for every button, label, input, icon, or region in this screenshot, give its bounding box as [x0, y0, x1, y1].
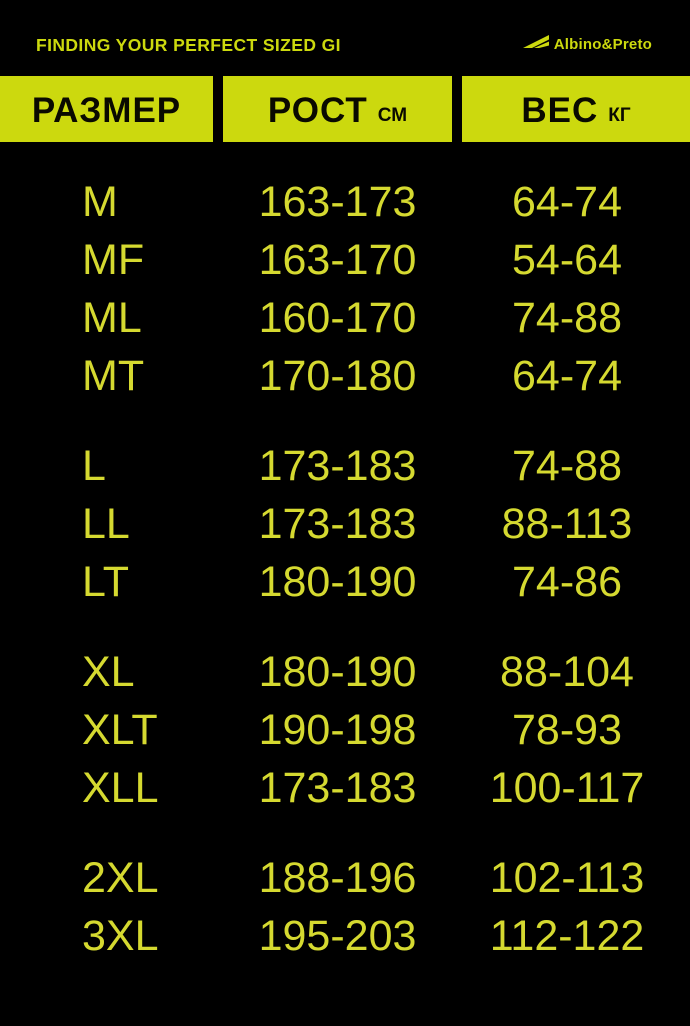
size-cell: 3XL — [82, 912, 159, 960]
weight-cell: 102-113 — [489, 854, 645, 902]
table-row: XLL 173-183 100-117 — [0, 759, 690, 817]
height-cell: 190-198 — [258, 706, 417, 754]
size-cell: M — [82, 178, 118, 226]
height-cell: 180-190 — [258, 558, 417, 606]
column-header-height-label: РОСТ — [267, 90, 368, 130]
table-row: 2XL 188-196 102-113 — [0, 849, 690, 907]
column-header-height: РОСТ СМ — [223, 76, 452, 142]
page-title: FINDING YOUR PERFECT SIZED GI — [36, 34, 341, 55]
size-group: 2XL 188-196 102-113 3XL 195-203 112-122 — [0, 849, 690, 965]
table-row: XL 180-190 88-104 — [0, 643, 690, 701]
size-group: XL 180-190 88-104 XLT 190-198 78-93 XLL 173-183… — [0, 643, 690, 817]
weight-cell: 54-64 — [512, 236, 622, 284]
column-header-height-unit: СМ — [377, 104, 408, 126]
weight-cell: 88-104 — [500, 648, 634, 696]
height-cell: 170-180 — [258, 352, 417, 400]
weight-cell: 78-93 — [512, 706, 622, 754]
size-cell: XLT — [82, 706, 158, 754]
size-cell: MT — [82, 352, 145, 400]
column-header-size-label: РАЗМЕР — [31, 90, 182, 130]
table-row: MT 170-180 64-74 — [0, 347, 690, 405]
height-cell: 188-196 — [258, 854, 417, 902]
size-group: M 163-173 64-74 MF 163-170 54-64 ML 160-170 74-8… — [0, 173, 690, 405]
height-cell: 163-173 — [258, 178, 417, 226]
table-row: M 163-173 64-74 — [0, 173, 690, 231]
size-table-body: M 163-173 64-74 MF 163-170 54-64 ML 160-170 74-8… — [0, 142, 690, 965]
column-header-weight-unit: КГ — [608, 104, 631, 126]
weight-cell: 74-86 — [512, 558, 622, 606]
column-header-size: РАЗМЕР — [0, 76, 213, 142]
weight-cell: 88-113 — [501, 500, 633, 548]
height-cell: 180-190 — [258, 648, 417, 696]
brand-name: Albino&Preto — [553, 35, 652, 53]
size-cell: XL — [82, 648, 135, 696]
column-header-weight-label: ВЕС — [521, 90, 599, 130]
size-group: L 173-183 74-88 LL 173-183 88-113 LT 180-190 74-… — [0, 437, 690, 611]
table-row: LT 180-190 74-86 — [0, 553, 690, 611]
table-row: L 173-183 74-88 — [0, 437, 690, 495]
column-header-weight: ВЕС КГ — [462, 76, 690, 142]
height-cell: 173-183 — [258, 442, 417, 490]
weight-cell: 74-88 — [512, 294, 622, 342]
height-cell: 173-183 — [258, 764, 417, 812]
weight-cell: 74-88 — [512, 442, 622, 490]
weight-cell: 64-74 — [512, 352, 622, 400]
brand-logo: Albino&Preto — [522, 22, 652, 54]
size-cell: 2XL — [82, 854, 159, 902]
table-row: MF 163-170 54-64 — [0, 231, 690, 289]
size-cell: MF — [82, 236, 145, 284]
height-cell: 160-170 — [258, 294, 417, 342]
table-row: XLT 190-198 78-93 — [0, 701, 690, 759]
weight-cell: 112-122 — [489, 912, 645, 960]
height-cell: 163-170 — [258, 236, 417, 284]
height-cell: 173-183 — [258, 500, 417, 548]
height-cell: 195-203 — [258, 912, 417, 960]
size-cell: ML — [82, 294, 142, 342]
size-cell: LL — [82, 500, 130, 548]
size-cell: L — [82, 442, 106, 490]
table-row: ML 160-170 74-88 — [0, 289, 690, 347]
size-cell: XLL — [82, 764, 159, 812]
table-row: LL 173-183 88-113 — [0, 495, 690, 553]
albino-preto-wing-icon — [522, 34, 549, 54]
weight-cell: 64-74 — [512, 178, 622, 226]
size-cell: LT — [82, 558, 129, 606]
table-row: 3XL 195-203 112-122 — [0, 907, 690, 965]
weight-cell: 100-117 — [489, 764, 645, 812]
top-bar: FINDING YOUR PERFECT SIZED GI Albino&Pre… — [0, 0, 690, 76]
table-header-row: РАЗМЕР РОСТ СМ ВЕС КГ — [0, 76, 690, 142]
